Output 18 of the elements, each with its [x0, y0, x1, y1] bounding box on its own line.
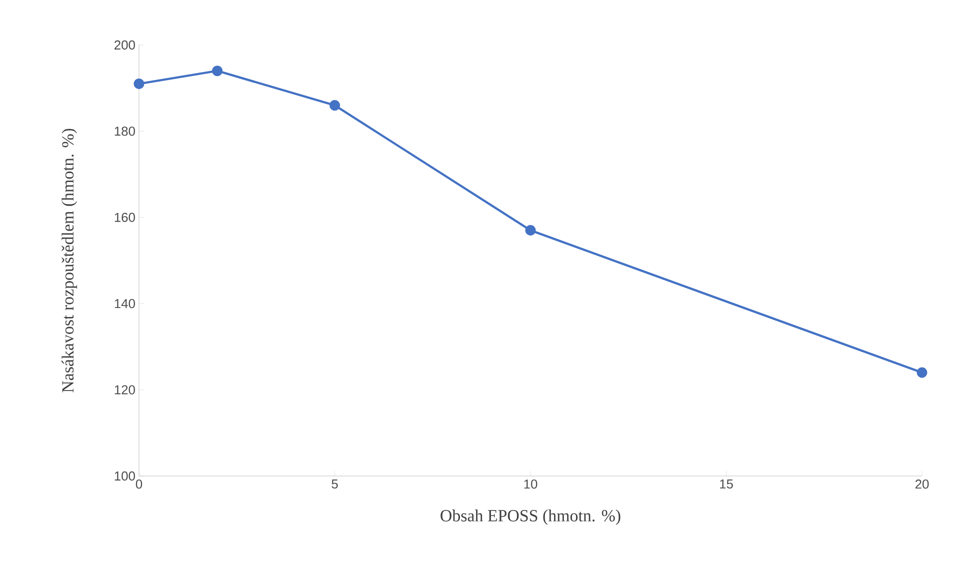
y-axis-title: Nasákavost rozpouštědlem (hmotn. %)	[62, 128, 78, 392]
x-tick-label: 20	[915, 480, 929, 489]
y-tick-label: 100	[114, 471, 135, 481]
x-tick-label: 15	[720, 480, 733, 489]
x-tick-label: 5	[332, 480, 338, 489]
point	[212, 66, 223, 76]
x-axis-title: Obsah EPOSS (hmotn. %)	[440, 510, 620, 525]
x-tick-label: 0	[136, 480, 142, 489]
point	[916, 367, 928, 378]
point	[329, 100, 340, 111]
y-tick-label: 160	[114, 212, 135, 222]
y-tick-label: 200	[114, 40, 135, 50]
x-tick-label: 10	[524, 480, 538, 489]
point	[134, 78, 144, 90]
y-tick-label: 180	[114, 126, 135, 136]
y-tick-label: 120	[114, 385, 135, 394]
y-tick-label: 140	[114, 299, 135, 308]
point	[525, 225, 536, 236]
